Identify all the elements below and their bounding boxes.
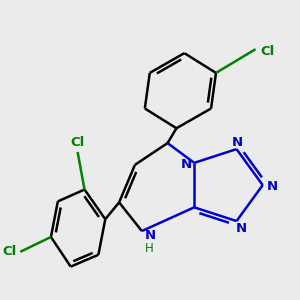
Text: Cl: Cl	[70, 136, 85, 149]
Text: Cl: Cl	[260, 45, 275, 58]
Text: N: N	[267, 180, 278, 193]
Text: N: N	[236, 223, 247, 236]
Text: N: N	[232, 136, 243, 149]
Text: H: H	[145, 242, 154, 255]
Text: N: N	[145, 230, 156, 242]
Text: Cl: Cl	[2, 245, 16, 258]
Text: N: N	[181, 158, 192, 171]
